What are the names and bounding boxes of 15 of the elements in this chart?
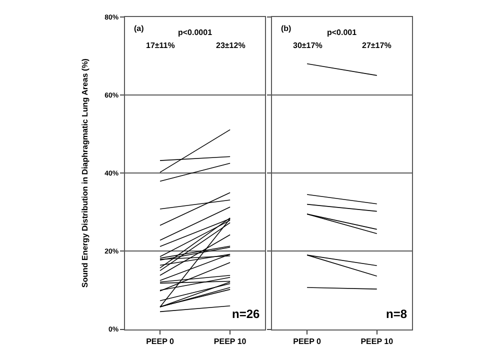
x-tick-label: PEEP 10 xyxy=(360,336,394,346)
annotation: (b) xyxy=(281,24,292,33)
x-tick-label: PEEP 0 xyxy=(293,336,322,346)
x-tick-label: PEEP 0 xyxy=(146,336,175,346)
annotation: p<0.001 xyxy=(327,28,358,37)
annotation: (a) xyxy=(134,24,144,33)
annotation: n=26 xyxy=(232,307,260,321)
x-tick-label: PEEP 10 xyxy=(214,336,247,346)
annotation: 27±17% xyxy=(362,41,392,50)
annotation: n=8 xyxy=(386,307,408,321)
annotation: 17±11% xyxy=(146,41,175,50)
annotation: 30±17% xyxy=(293,41,322,50)
y-axis-title: Sound Energy Distribution in Diaphragmatic Lung Areas (%) xyxy=(80,58,90,288)
annotation: 23±12% xyxy=(216,41,246,50)
annotation: p<0.0001 xyxy=(178,28,213,37)
